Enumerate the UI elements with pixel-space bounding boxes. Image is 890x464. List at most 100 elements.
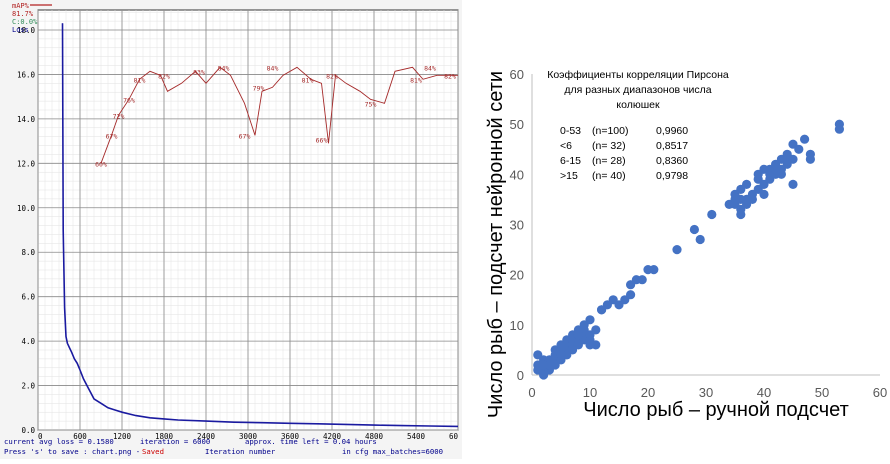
data-point	[544, 360, 554, 370]
scatter-chart-svg: 0 10 20 30 40 50 60 0 10 20 30 40 50 60 Число рыб – ру…	[485, 67, 887, 421]
data-point	[788, 179, 798, 189]
annotation-r: 0,9960	[656, 125, 688, 137]
map-label: 67%	[239, 132, 251, 140]
data-point	[637, 275, 647, 285]
x-tick-label: 1800	[155, 432, 174, 441]
data-point	[626, 290, 636, 300]
annotation-n: (n= 32)	[592, 140, 626, 152]
x-tick-label: 0	[528, 385, 535, 400]
data-point	[788, 154, 798, 164]
x-tick-label: 0	[38, 432, 43, 441]
data-point	[585, 340, 595, 350]
y-tick-label: 0.0	[21, 426, 35, 435]
legend-entry: C:0.0%	[12, 18, 38, 26]
annotation-range: <6	[560, 140, 572, 152]
y-tick-label: 0	[517, 368, 524, 383]
map-label: 75%	[365, 100, 377, 108]
status-save-hint: Press 's' to save : chart.png -	[4, 447, 140, 456]
data-point	[695, 234, 705, 245]
scatter-chart: 0 10 20 30 40 50 60 0 10 20 30 40 50 60 Число рыб – ру…	[470, 0, 890, 459]
y-tick-label: 10.0	[17, 204, 36, 213]
map-label: 76%	[123, 96, 135, 104]
annotation-range: >15	[560, 170, 578, 182]
annotation-r: 0,8517	[656, 140, 688, 152]
status-x-title: Iteration number	[205, 447, 276, 456]
x-tick-label: 4800	[365, 432, 384, 441]
x-tick-label: 30	[699, 385, 713, 400]
data-point	[736, 209, 746, 220]
data-point	[800, 134, 810, 144]
x-tick-label: 40	[757, 385, 771, 400]
map-label: 82%	[444, 72, 456, 80]
y-tick-label: 40	[510, 167, 524, 182]
y-tick-label: 16.0	[17, 70, 36, 79]
training-chart: 0.0 2.0 4.0 6.0 8.0 10.0 12.0 14.0 16.0 18.0 0 600 1…	[0, 0, 462, 459]
map-label: 81%	[410, 76, 422, 84]
y-tick-label: 4.0	[21, 337, 35, 346]
y-tick-label: 30	[510, 218, 524, 233]
x-tick-label: 60	[449, 432, 459, 441]
map-label: 66%	[316, 136, 328, 144]
map-label: 84%	[424, 64, 436, 72]
map-label: 79%	[253, 84, 265, 92]
status-time-left: approx. time left = 0.04 hours	[245, 437, 377, 446]
data-point	[776, 169, 786, 179]
x-tick-label: 5400	[407, 432, 426, 441]
annotation-range: 0-53	[560, 125, 581, 137]
data-point	[649, 265, 659, 275]
y-axis-title: Число рыб – подсчет нейронной сети	[485, 71, 507, 418]
data-point	[597, 305, 607, 315]
y-tick-label: 12.0	[17, 159, 36, 168]
map-label: 67%	[106, 132, 118, 140]
map-line	[100, 66, 458, 164]
map-label: 81%	[302, 76, 314, 84]
annotation-title-line: для разных диапазонов числа	[564, 84, 711, 96]
data-point	[689, 224, 699, 235]
data-point	[672, 245, 682, 255]
annotation-r: 0,8360	[656, 155, 688, 167]
x-tick-label: 10	[583, 385, 597, 400]
data-point	[759, 189, 769, 199]
x-tick-label: 3600	[281, 432, 300, 441]
x-tick-label: 20	[641, 385, 655, 400]
map-label: 84%	[267, 64, 279, 72]
map-label: 82%	[326, 72, 338, 80]
status-max-batches: in cfg max_batches=6000	[342, 447, 443, 456]
data-point	[707, 209, 717, 220]
data-point	[585, 315, 595, 325]
data-point	[834, 124, 844, 134]
y-tick-label: 6.0	[21, 293, 35, 302]
legend-entry: Loss	[12, 26, 29, 34]
x-axis-title: Число рыб – ручной подсчет	[583, 399, 848, 421]
x-tick-label: 600	[73, 432, 87, 441]
y-tick-label: 18.0	[17, 26, 36, 35]
y-tick-label: 50	[510, 117, 524, 132]
status-saved: Saved	[142, 447, 164, 456]
map-label: 72%	[113, 112, 125, 120]
annotation-title-line: колюшек	[616, 99, 660, 111]
x-tick-label: 2400	[197, 432, 216, 441]
data-point	[747, 194, 757, 204]
x-tick-label: 4200	[323, 432, 342, 441]
annotation-title-line: Коэффициенты корреляции Пирсона	[547, 69, 729, 81]
map-label: 83%	[193, 68, 205, 76]
annotation-range: 6-15	[560, 155, 581, 167]
annotation-n: (n= 28)	[592, 155, 626, 167]
data-point	[573, 330, 583, 340]
status-avg-loss: current avg loss = 0.1580	[4, 437, 114, 446]
x-tick-label: 1200	[113, 432, 132, 441]
y-tick-label: 20	[510, 268, 524, 283]
annotation-r: 0,9798	[656, 170, 688, 182]
status-iteration: iteration = 6000	[140, 437, 210, 446]
x-tick-label: 3000	[239, 432, 258, 441]
annotation-n: (n= 40)	[592, 170, 626, 182]
x-tick-label: 50	[815, 385, 829, 400]
training-chart-svg: 0.0 2.0 4.0 6.0 8.0 10.0 12.0 14.0 16.0 18.0 0 600 1…	[4, 2, 459, 456]
map-label: 82%	[158, 72, 170, 80]
data-point	[742, 179, 752, 189]
y-tick-label: 10	[510, 318, 524, 333]
y-tick-label: 14.0	[17, 115, 36, 124]
data-point	[794, 144, 804, 154]
map-label: 81%	[134, 76, 146, 84]
data-point	[805, 149, 815, 159]
